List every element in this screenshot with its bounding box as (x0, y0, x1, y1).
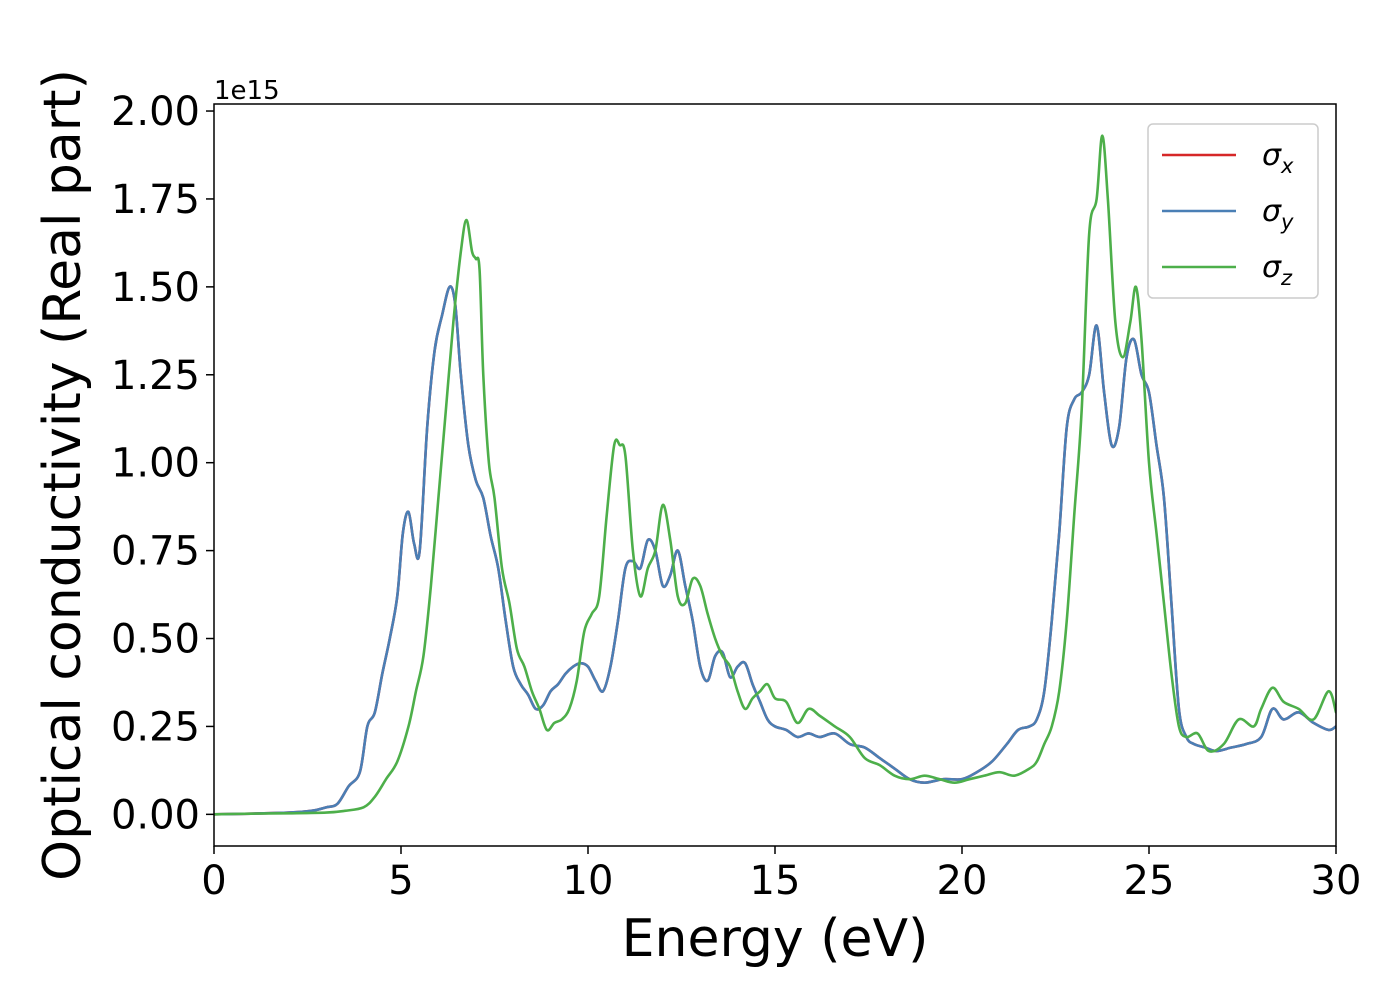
y-axis-label: Optical conductivity (Real part) (33, 69, 93, 881)
legend-subscript: x (1280, 154, 1294, 178)
y-tick-label: 1.75 (111, 177, 200, 223)
y-tick-label: 2.00 (111, 89, 200, 135)
legend-subscript: y (1280, 210, 1294, 234)
x-axis-ticks: 0 5 10 15 20 25 30 (201, 846, 1361, 904)
x-tick-label: 20 (937, 858, 988, 904)
x-tick-label: 15 (750, 858, 801, 904)
y-tick-label: 1.25 (111, 353, 200, 399)
plot-area (213, 103, 1337, 847)
y-tick-label: 0.75 (111, 529, 200, 575)
y-axis-ticks: 0.00 0.25 0.50 0.75 1.00 1.25 1.50 1.75 2.00 (111, 89, 214, 838)
y-tick-label: 1.50 (111, 265, 200, 311)
x-axis-label: Energy (eV) (622, 909, 929, 969)
y-offset-label: 1e15 (214, 76, 280, 106)
x-tick-label: 30 (1311, 858, 1362, 904)
y-tick-label: 0.00 (111, 792, 200, 838)
x-tick-label: 0 (201, 858, 226, 904)
legend-subscript: z (1280, 266, 1293, 290)
x-tick-label: 5 (388, 858, 413, 904)
y-tick-label: 1.00 (111, 441, 200, 487)
series-layer (214, 134, 1336, 816)
series-line-y (214, 285, 1336, 816)
x-tick-label: 25 (1124, 858, 1175, 904)
y-tick-label: 0.25 (111, 704, 200, 750)
series-line-z (214, 134, 1336, 816)
x-tick-label: 10 (563, 858, 614, 904)
y-tick-label: 0.50 (111, 617, 200, 663)
